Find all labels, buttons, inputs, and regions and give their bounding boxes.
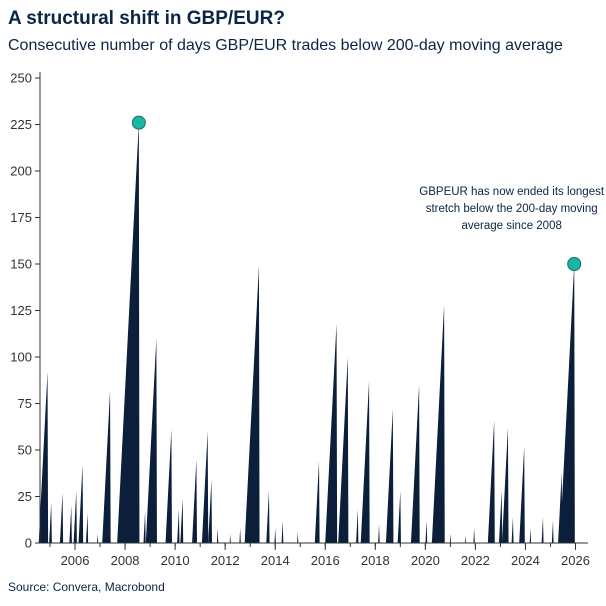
spike-47 — [551, 520, 554, 543]
spike-44 — [519, 446, 525, 543]
spike-35 — [425, 520, 428, 543]
spike-49 — [559, 264, 575, 543]
annotations: GBPEUR has now ended its longest stretch … — [419, 186, 605, 232]
peak-marker-0 — [131, 115, 146, 130]
x-tick-label-2016: 2016 — [311, 553, 340, 568]
spike-23 — [274, 528, 276, 543]
spike-16 — [201, 431, 209, 543]
spike-17 — [208, 479, 213, 543]
spike-41 — [498, 490, 503, 543]
spike-43 — [511, 516, 514, 543]
spike-21 — [244, 265, 260, 543]
y-tick-label-125: 125 — [10, 303, 32, 318]
spike-42 — [501, 427, 509, 543]
x-tick-label-2020: 2020 — [411, 553, 440, 568]
chart-title: A structural shift in GBP/EUR? — [8, 8, 285, 29]
spike-34 — [410, 384, 420, 543]
x-tick-label-2012: 2012 — [211, 553, 240, 568]
x-tick-label-2008: 2008 — [111, 553, 140, 568]
y-tick-label-250: 250 — [10, 71, 32, 86]
x-tick-label-2018: 2018 — [361, 553, 390, 568]
spike-13 — [177, 509, 180, 543]
annotation-0: GBPEUR has now ended its longest stretch … — [419, 186, 605, 232]
spike-10 — [143, 511, 146, 543]
spike-28 — [338, 357, 349, 543]
spike-31 — [378, 524, 380, 543]
spike-8 — [102, 390, 111, 543]
spike-25 — [297, 531, 299, 543]
y-tick-label-175: 175 — [10, 210, 32, 225]
y-tick-label-75: 75 — [18, 396, 32, 411]
y-tick-label-25: 25 — [18, 489, 32, 504]
y-tick-label-150: 150 — [10, 257, 32, 272]
axes: 0 25 50 75 100 125 150 175 200 225 250 2006 2008 2010… — [10, 71, 590, 569]
spike-24 — [281, 520, 284, 543]
spike-11 — [145, 338, 157, 543]
spike-22 — [266, 490, 270, 543]
source-note: Source: Convera, Macrobond — [8, 580, 165, 594]
annotation-line-0: GBPEUR has now ended its longest — [419, 186, 605, 198]
chart-subtitle: Consecutive number of days GBP/EUR trade… — [8, 37, 563, 54]
x-tick-label-2014: 2014 — [261, 553, 290, 568]
spike-3 — [69, 505, 72, 543]
spike-1 — [49, 502, 52, 543]
markers — [131, 115, 582, 271]
spike-6 — [86, 513, 89, 543]
x-tick-label-2024: 2024 — [511, 553, 540, 568]
peak-marker-1 — [567, 257, 582, 271]
spike-45 — [529, 528, 532, 543]
spike-14 — [180, 498, 184, 543]
spike-5 — [78, 464, 84, 543]
spike-40 — [487, 420, 495, 543]
x-tick-label-2006: 2006 — [61, 553, 90, 568]
annotation-line-2: average since 2008 — [461, 220, 561, 232]
annotation-line-1: stretch below the 200-day moving — [426, 203, 598, 215]
spike-30 — [360, 381, 370, 543]
spike-18 — [216, 528, 219, 543]
spike-36 — [431, 304, 445, 543]
spike-0 — [38, 371, 49, 543]
spike-series — [38, 122, 575, 543]
x-tick-label-2026: 2026 — [561, 553, 590, 568]
x-tick-label-2010: 2010 — [161, 553, 190, 568]
spike-15 — [192, 459, 197, 543]
x-tick-label-2022: 2022 — [461, 553, 490, 568]
spike-32 — [385, 409, 394, 543]
spike-46 — [541, 516, 544, 543]
spike-7 — [97, 533, 99, 543]
spike-12 — [165, 429, 172, 543]
spike-29 — [356, 509, 359, 543]
spike-4 — [73, 490, 77, 543]
spike-20 — [239, 528, 241, 543]
spike-26 — [314, 461, 320, 543]
spike-2 — [59, 492, 64, 543]
spike-19 — [229, 533, 231, 543]
y-tick-label-50: 50 — [18, 443, 32, 458]
spike-33 — [397, 490, 401, 543]
spike-9 — [117, 122, 140, 543]
y-tick-label-100: 100 — [10, 350, 32, 365]
y-tick-label-200: 200 — [10, 164, 32, 179]
spike-27 — [325, 323, 338, 543]
y-tick-label-0: 0 — [25, 536, 32, 551]
spike-37 — [449, 533, 451, 543]
spike-39 — [473, 528, 475, 543]
spike-38 — [465, 535, 466, 543]
y-tick-label-225: 225 — [10, 117, 32, 132]
